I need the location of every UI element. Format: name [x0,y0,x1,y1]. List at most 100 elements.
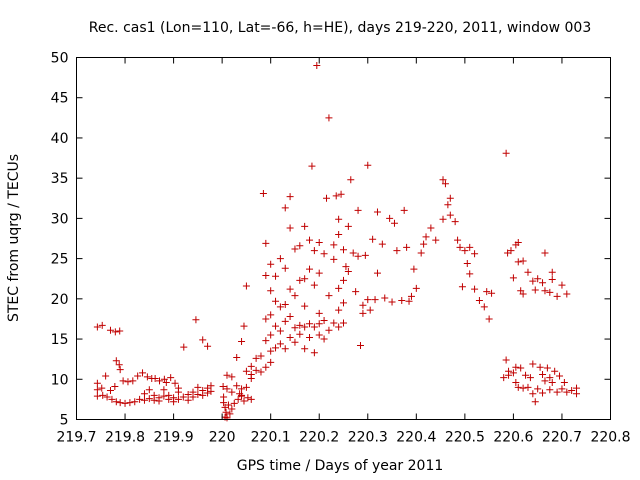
data-point [454,236,462,244]
x-tick-label: 220.5 [445,430,485,446]
data-point [308,162,316,170]
data-point [534,385,542,393]
data-point [121,399,129,407]
data-point [373,269,381,277]
data-point [502,149,510,157]
x-tick-label: 220.2 [299,430,339,446]
data-point [129,377,137,385]
data-point [529,277,537,285]
data-point [534,275,542,283]
data-point [179,393,187,401]
data-point [151,374,159,382]
data-point [342,263,350,271]
x-tick-label: 220.7 [542,430,582,446]
data-point [517,364,525,372]
data-point [390,219,398,227]
data-point [281,345,289,353]
data-point [223,385,231,393]
data-point [471,250,479,258]
data-point [296,321,304,329]
data-point [509,369,517,377]
axis-ticks: 219.7 219.8 219.9 220 220.1 220.2 220.3 220.4 22… [51,51,631,446]
data-point [475,296,483,304]
data-point [398,296,406,304]
data-point [160,392,168,400]
data-point [359,301,367,309]
data-point [526,374,534,382]
data-point [439,215,447,223]
data-point [143,373,151,381]
data-point [98,384,106,392]
data-point [242,367,250,375]
data-point [301,275,309,283]
data-point [320,317,328,325]
data-point [252,354,260,362]
data-point [156,377,164,385]
data-point [330,319,338,327]
data-point [388,298,396,306]
data-point [106,387,114,395]
data-point [296,330,304,338]
data-point [332,192,340,200]
data-point [539,370,547,378]
data-point [381,294,389,302]
data-point [223,414,231,422]
data-point [359,309,367,317]
data-point [267,311,275,319]
data-point [337,190,345,198]
data-point [417,249,425,257]
data-point [301,323,309,331]
y-tick-label: 5 [60,413,69,429]
data-point [162,378,170,386]
data-point [354,206,362,214]
data-point [335,323,343,331]
data-point [170,398,178,406]
data-point [539,389,547,397]
data-point [323,194,331,202]
data-point [364,296,372,304]
data-point [224,401,232,409]
data-point [366,306,374,314]
data-point [131,398,139,406]
data-point [480,303,488,311]
data-point [463,259,471,267]
data-point [281,300,289,308]
data-point [451,218,459,226]
data-point [514,258,522,266]
data-point [548,268,556,276]
y-tick-label: 20 [51,292,69,308]
data-point [247,395,255,403]
data-point [354,252,362,260]
data-point [524,383,532,391]
data-point [519,384,527,392]
data-point [483,288,491,296]
data-point [558,385,566,393]
data-point [335,284,343,292]
data-point [371,296,379,304]
data-point [116,327,124,335]
data-point [301,345,309,353]
data-point [276,327,284,335]
x-tick-label: 220.3 [348,430,388,446]
data-point [541,377,549,385]
y-tick-label: 25 [51,252,69,268]
data-point [502,356,510,364]
data-point [524,268,532,276]
data-point [167,374,175,382]
data-point [220,399,228,407]
data-point [405,297,413,305]
data-point [386,214,394,222]
data-point [315,309,323,317]
data-point [541,249,549,257]
data-point [306,320,314,328]
data-point [529,360,537,368]
data-point [340,299,347,307]
data-point [325,114,333,122]
data-point [242,282,250,290]
data-point [223,371,231,379]
y-axis-label: STEC from uqrg / TECUs [6,154,22,322]
data-point [340,319,347,327]
data-point [116,399,124,407]
data-point [361,251,369,259]
